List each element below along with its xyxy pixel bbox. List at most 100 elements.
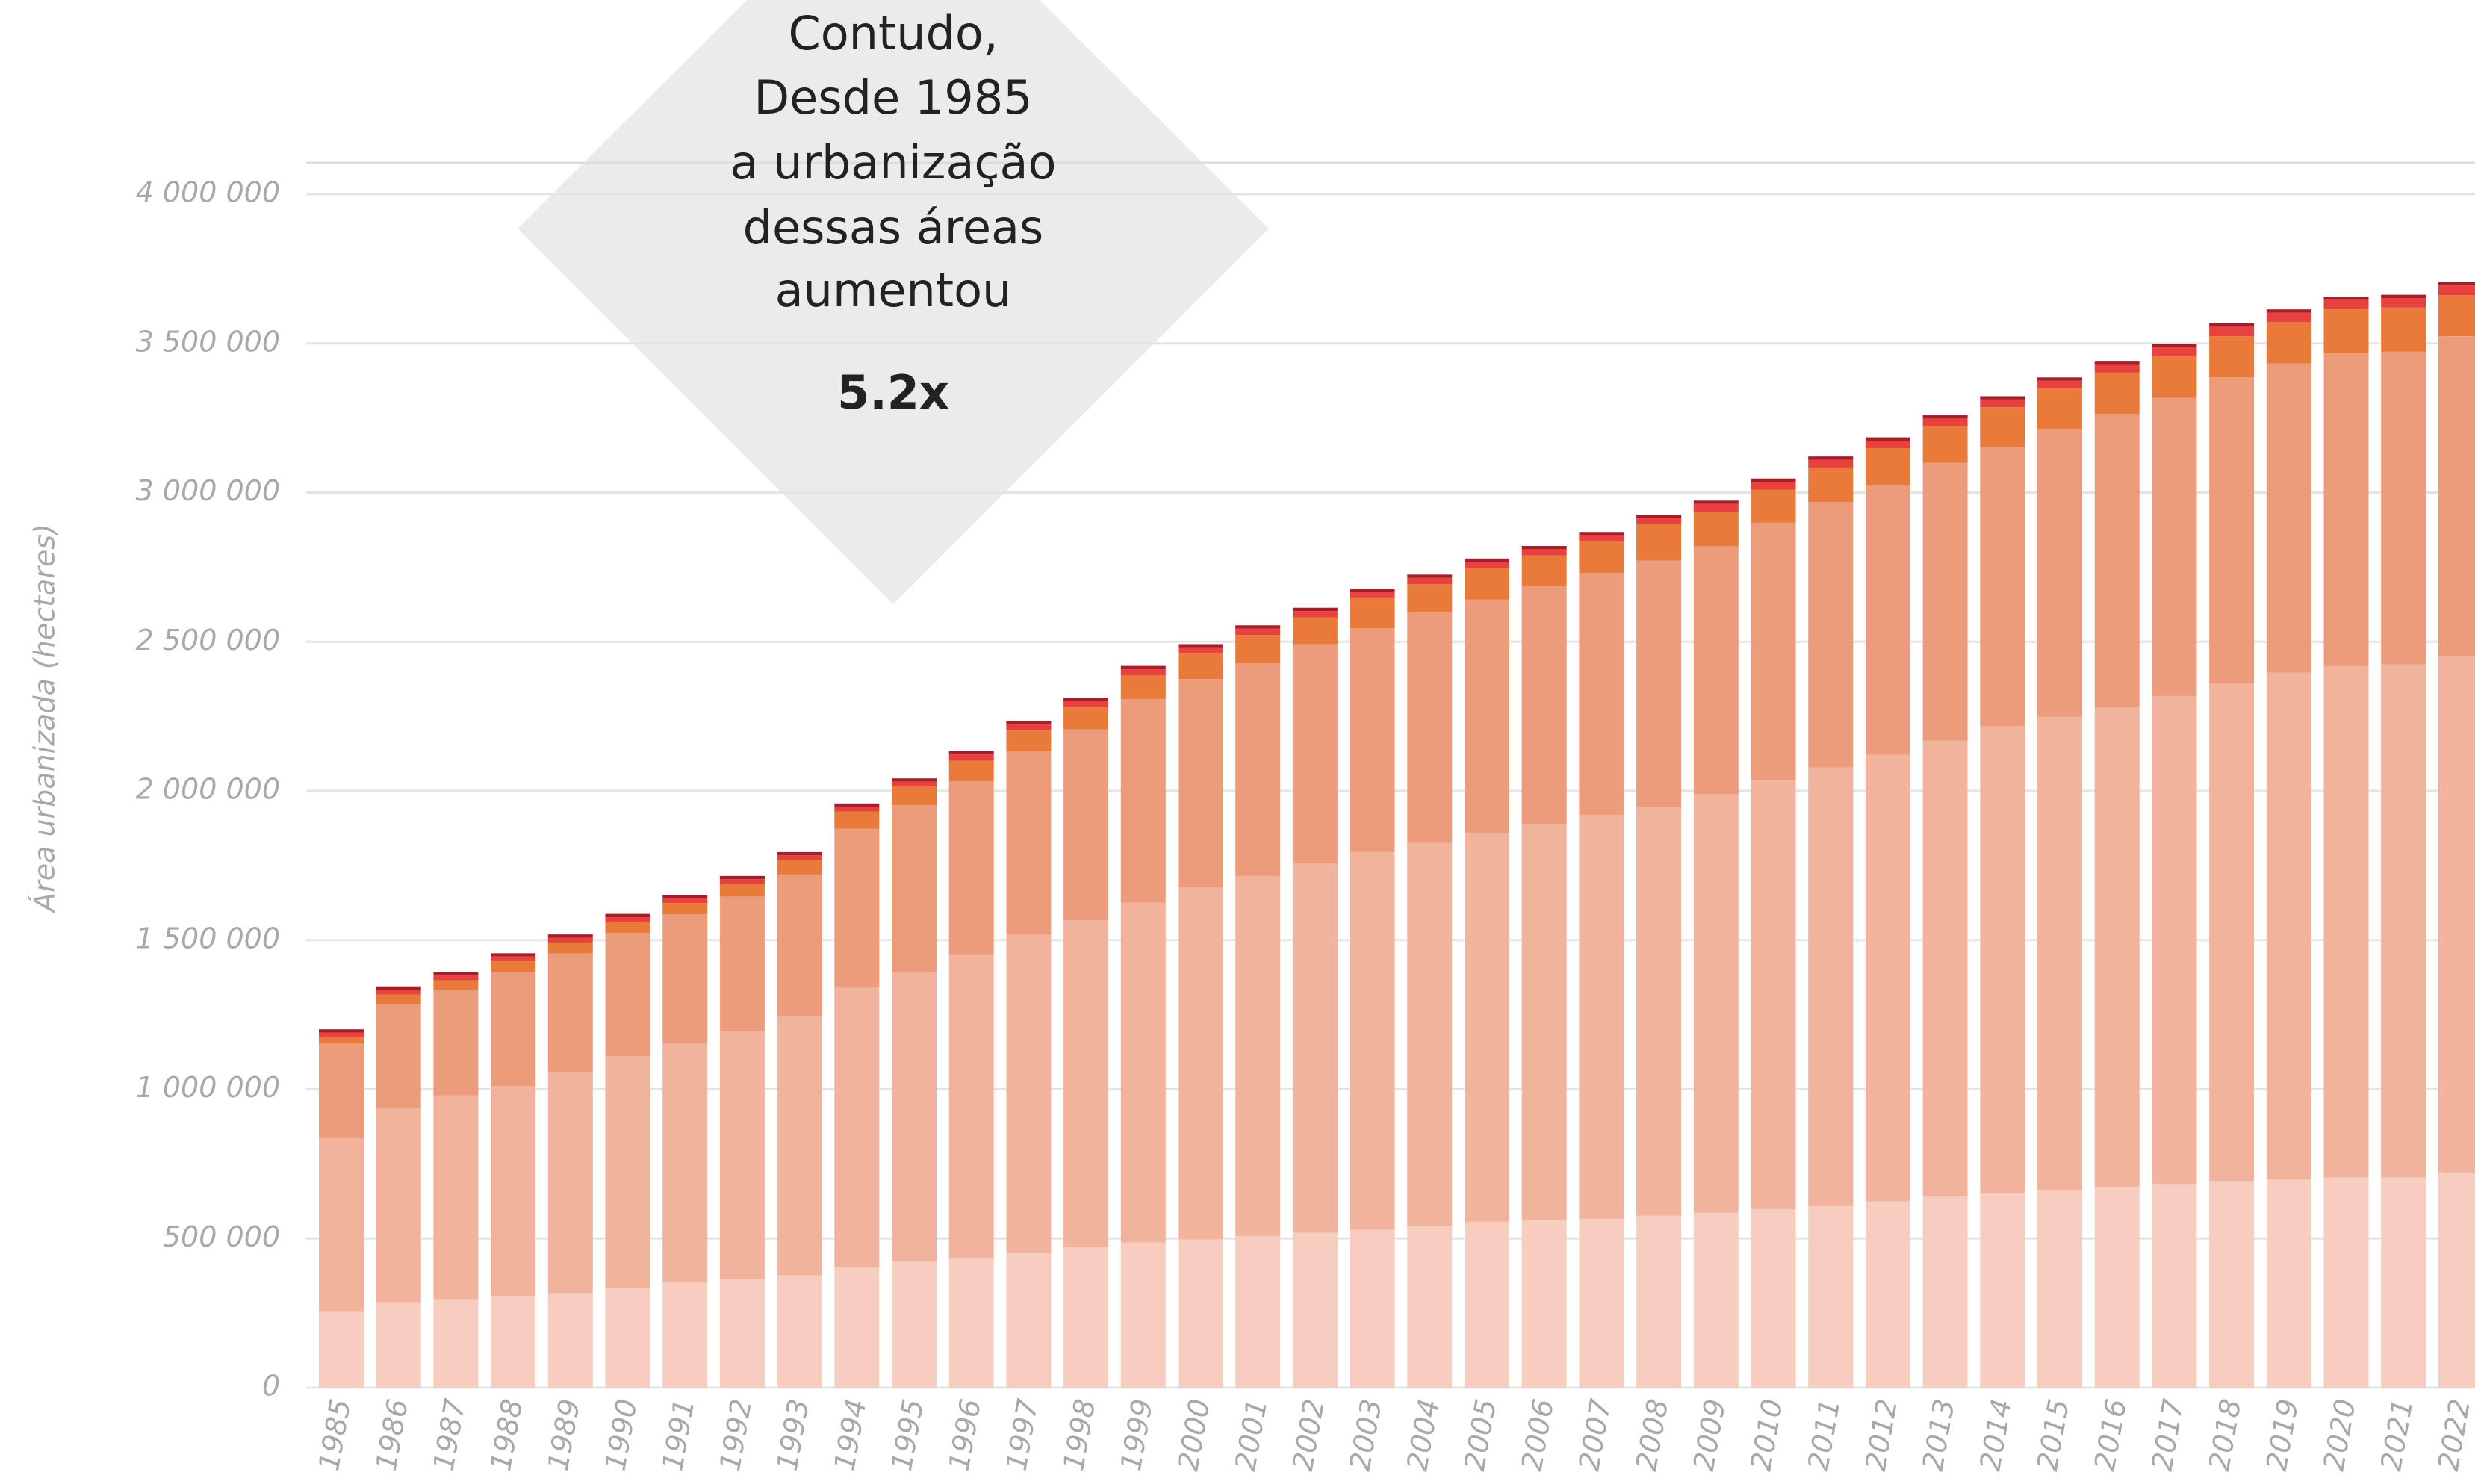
- bar-segment: [1465, 562, 1509, 568]
- bar-segment: [1922, 418, 1968, 426]
- bar-segment: [834, 828, 880, 987]
- x-tick-label: 2003: [1344, 1397, 1388, 1474]
- bar-segment: [1521, 824, 1567, 1220]
- bar-segment: [319, 1029, 364, 1033]
- bar-segment: [2438, 1173, 2475, 1388]
- bar-segment: [1980, 1193, 2025, 1388]
- bar-segment: [376, 1004, 421, 1108]
- bar-segment: [2152, 1184, 2197, 1388]
- bar-segment: [491, 961, 536, 972]
- bar-segment: [1579, 573, 1624, 815]
- bar-segment: [2438, 295, 2475, 337]
- bar-segment: [1120, 675, 1166, 699]
- x-tick-label: 1997: [999, 1397, 1044, 1474]
- bar-segment: [2438, 285, 2475, 296]
- bar-segment: [948, 1258, 994, 1388]
- bar-segment: [1636, 518, 1682, 524]
- bar-segment: [892, 1261, 937, 1388]
- bar-segment: [719, 1031, 765, 1279]
- bar-segment: [1235, 635, 1281, 664]
- bar-segment: [1980, 399, 2025, 408]
- bar-segment: [1063, 707, 1109, 730]
- bar-segment: [1120, 1242, 1166, 1388]
- bar-segment: [1636, 1215, 1682, 1388]
- bar-segment: [433, 1299, 479, 1388]
- bar-segment: [2266, 322, 2311, 364]
- bar-segment: [662, 1282, 708, 1388]
- bar-segment: [1465, 558, 1509, 562]
- x-tick-label: 2016: [2088, 1397, 2133, 1474]
- bar-segment: [2209, 336, 2255, 378]
- bar-segment: [1693, 512, 1739, 547]
- bar-segment: [605, 1288, 650, 1388]
- bar-segment: [1407, 577, 1453, 585]
- bar-segment: [2037, 380, 2082, 389]
- bar-segment: [433, 990, 479, 1096]
- bar-segment: [2094, 707, 2140, 1187]
- bar-segment: [1751, 780, 1796, 1210]
- bar-segment: [1693, 546, 1739, 795]
- bar-segment: [1350, 589, 1395, 592]
- x-tick-label: 1987: [426, 1397, 471, 1474]
- x-tick-label: 1991: [656, 1397, 701, 1474]
- bar-segment: [1178, 653, 1223, 680]
- bar-segment: [1006, 724, 1052, 731]
- x-tick-label: 2020: [2317, 1397, 2362, 1474]
- bar-segment: [1636, 560, 1682, 807]
- bar-segment: [1006, 934, 1052, 1254]
- bar-segment: [2381, 1177, 2426, 1388]
- x-tick-label: 2013: [1916, 1397, 1961, 1474]
- bar-segment: [547, 937, 593, 943]
- bar-segment: [1120, 665, 1166, 670]
- x-tick-label: 1988: [484, 1397, 529, 1474]
- bar-segment: [1865, 448, 1910, 485]
- bar-segment: [2094, 364, 2140, 373]
- bar-segment: [605, 933, 650, 1057]
- x-tick-label: 2005: [1458, 1397, 1503, 1474]
- bar-segment: [319, 1138, 364, 1312]
- bar-segment: [892, 778, 937, 782]
- bar-segment: [2094, 1187, 2140, 1388]
- bar-segment: [547, 942, 593, 954]
- bar-segment: [1465, 1221, 1509, 1388]
- bar-segment: [1636, 524, 1682, 561]
- x-tick-label: 1985: [312, 1397, 357, 1474]
- bar-segment: [1521, 555, 1567, 586]
- x-tick-label: 1993: [771, 1397, 816, 1474]
- bar-segment: [547, 1072, 593, 1294]
- bar-segment: [1235, 876, 1281, 1237]
- bar-segment: [1292, 863, 1338, 1233]
- bar-segment: [2323, 309, 2369, 354]
- annotation-highlight: 5.2x: [837, 365, 949, 420]
- bar-segment: [1922, 462, 1968, 741]
- bar-segment: [2094, 414, 2140, 708]
- bar-segment: [2094, 372, 2140, 415]
- bar-segment: [1865, 754, 1910, 1202]
- bar-segment: [1579, 532, 1624, 535]
- bar-segment: [1292, 644, 1338, 864]
- bar-segment: [892, 972, 937, 1262]
- y-tick-label: 4 000 000: [136, 176, 280, 209]
- bar-segment: [948, 760, 994, 782]
- bar-segment: [662, 913, 708, 1044]
- bar-segment: [1751, 482, 1796, 490]
- bar-segment: [491, 1086, 536, 1297]
- bar-segment: [1235, 625, 1281, 629]
- bar-segment: [1808, 467, 1854, 503]
- bar-segment: [1922, 415, 1968, 419]
- bar-segment: [777, 855, 822, 860]
- bar-segment: [491, 972, 536, 1087]
- x-tick-label: 2018: [2202, 1397, 2247, 1474]
- bar-segment: [1063, 920, 1109, 1247]
- bar-segment: [1006, 721, 1052, 724]
- bar-segment: [2209, 377, 2255, 684]
- x-tick-label: 2019: [2260, 1397, 2305, 1474]
- bar-segment: [1579, 541, 1624, 574]
- bar-segment: [376, 990, 421, 995]
- bar-segment: [1636, 515, 1682, 518]
- bar-segment: [2266, 1179, 2311, 1388]
- bar-segment: [605, 1056, 650, 1288]
- bar-segment: [2381, 298, 2426, 308]
- x-tick-label: 2017: [2145, 1397, 2190, 1474]
- bar-segment: [1751, 1209, 1796, 1388]
